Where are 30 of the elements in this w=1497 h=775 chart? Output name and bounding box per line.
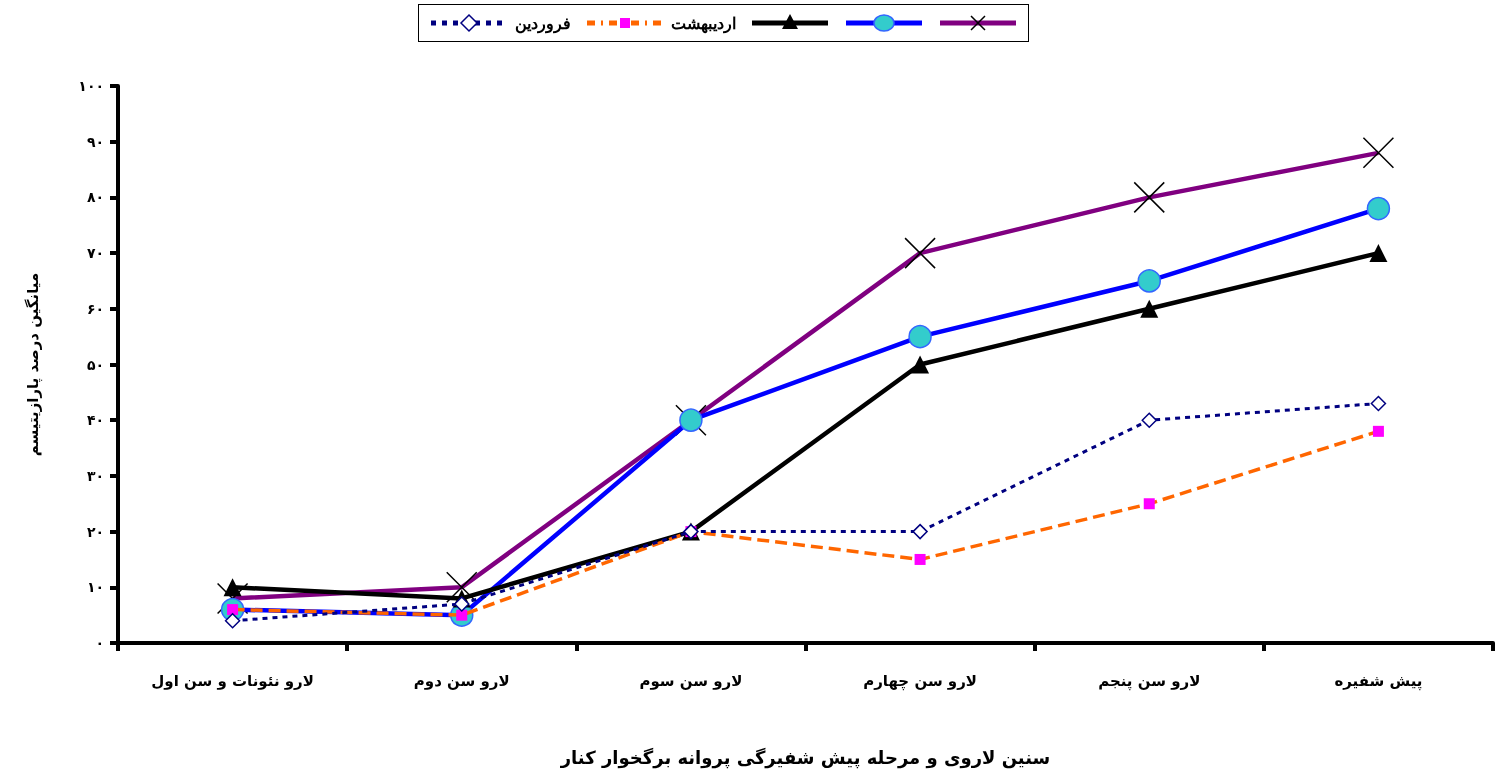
y-tick-label: ۲۰ bbox=[86, 523, 104, 540]
y-tick-label: ۶۰ bbox=[86, 300, 104, 317]
point bbox=[911, 355, 930, 374]
point bbox=[1140, 299, 1159, 318]
point bbox=[224, 612, 241, 629]
x-tick-label: لارو نئونات و سن اول bbox=[151, 671, 314, 690]
point bbox=[1369, 244, 1388, 263]
x-tick-label: لارو سن دوم bbox=[413, 671, 510, 690]
y-tick-label: ۰ bbox=[95, 635, 104, 651]
point bbox=[454, 596, 470, 612]
x-tick-label: لارو سن چهارم bbox=[863, 671, 977, 691]
x-tick-label: لارو سن سوم bbox=[639, 671, 743, 690]
y-tick-label: ۷۰ bbox=[86, 245, 104, 262]
y-tick-label: ۹۰ bbox=[86, 133, 104, 150]
y-tick-label: ۵۰ bbox=[86, 356, 104, 373]
x-tick-label: پیش شفیره bbox=[1334, 671, 1423, 691]
point bbox=[912, 523, 928, 540]
point bbox=[1141, 412, 1157, 428]
x-axis-title: سنین لاروی و مرحله پیش شفیرگی پروانه برگخوار کنار bbox=[559, 746, 1051, 769]
y-tick-label: ۳۰ bbox=[86, 467, 104, 484]
legend-label: فروردین bbox=[515, 13, 571, 33]
y-tick-label: ۱۰۰ bbox=[78, 78, 104, 94]
y-tick-label: ۸۰ bbox=[86, 189, 104, 206]
point bbox=[223, 578, 242, 597]
y-axis-title: میانگین درصد پارازیتیسم bbox=[23, 272, 43, 457]
y-tick-label: ۱۰ bbox=[86, 579, 104, 596]
legend-label: اردیبهشت bbox=[671, 13, 736, 33]
x-tick-label: لارو سن پنجم bbox=[1098, 671, 1201, 691]
y-tick-label: ۴۰ bbox=[86, 412, 104, 429]
point bbox=[1370, 395, 1387, 412]
